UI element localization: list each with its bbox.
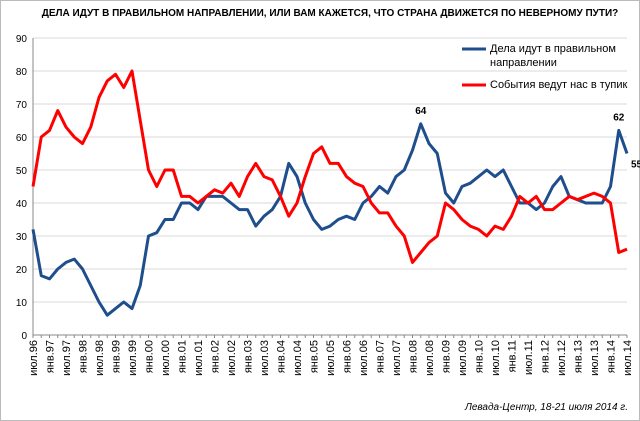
x-tick-label: янв.10 — [474, 340, 486, 373]
x-tick-label: янв.08 — [408, 340, 420, 373]
x-tick-label: янв.12 — [540, 340, 552, 373]
x-tick-label: июл.99 — [127, 340, 139, 376]
y-tick-label: 60 — [16, 133, 28, 144]
x-tick-label: июл.08 — [424, 340, 436, 376]
y-tick-label: 30 — [16, 232, 28, 243]
x-tick-label: июл.09 — [457, 340, 469, 376]
x-tick-label: янв.14 — [606, 340, 618, 373]
x-tick-label: июл.03 — [259, 340, 271, 376]
x-tick-label: июл.98 — [94, 340, 106, 376]
value-label: 62 — [613, 112, 625, 123]
x-tick-label: июл.07 — [391, 340, 403, 376]
x-tick-label: янв.00 — [144, 340, 156, 373]
x-tick-label: янв.13 — [573, 340, 585, 373]
x-tick-label: янв.99 — [111, 340, 123, 373]
y-tick-label: 40 — [16, 199, 28, 210]
x-tick-label: янв.98 — [78, 340, 90, 373]
x-tick-label: янв.01 — [177, 340, 189, 373]
x-tick-label: янв.07 — [375, 340, 387, 373]
x-tick-label: июл.06 — [358, 340, 370, 376]
y-tick-label: 20 — [16, 265, 28, 276]
y-tick-label: 90 — [16, 34, 28, 45]
x-tick-label: янв.11 — [507, 340, 519, 372]
x-tick-label: июл.02 — [226, 340, 238, 376]
x-tick-label: янв.03 — [243, 340, 255, 373]
x-tick-label: янв.02 — [210, 340, 222, 373]
x-tick-label: янв.05 — [309, 340, 321, 373]
x-tick-label: июл.13 — [589, 340, 601, 376]
x-tick-label: июл.96 — [28, 340, 40, 376]
series-line — [31, 69, 628, 264]
y-tick-label: 10 — [16, 298, 28, 309]
x-tick-label: июл.14 — [622, 340, 634, 376]
y-tick-label: 50 — [16, 166, 28, 177]
x-tick-label: янв.97 — [45, 340, 57, 373]
chart-title: ДЕЛА ИДУТ В ПРАВИЛЬНОМ НАПРАВЛЕНИИ, ИЛИ … — [42, 8, 619, 19]
legend-label: События ведут нас в тупик — [490, 79, 628, 91]
legend-label: Дела идут в правильном направлении — [490, 43, 616, 69]
x-tick-label: июл.01 — [193, 340, 205, 376]
x-tick-label: июл.10 — [490, 340, 502, 376]
x-tick-label: июл.97 — [61, 340, 73, 376]
x-tick-label: июл.04 — [292, 340, 304, 376]
x-tick-label: янв.09 — [441, 340, 453, 373]
x-tick-label: июл.00 — [160, 340, 172, 376]
y-tick-label: 80 — [16, 67, 28, 78]
value-label: 55 — [631, 160, 640, 171]
x-tick-label: янв.06 — [342, 340, 354, 373]
y-tick-label: 70 — [16, 100, 28, 111]
y-tick-label: 0 — [21, 331, 27, 342]
x-tick-label: июл.12 — [556, 340, 568, 376]
x-tick-label: июл.11 — [523, 340, 535, 375]
x-tick-label: янв.04 — [276, 340, 288, 373]
value-label: 64 — [415, 106, 427, 117]
source: Левада-Центр, 18-21 июля 2014 г. — [464, 402, 628, 413]
x-tick-label: июл.05 — [325, 340, 337, 376]
